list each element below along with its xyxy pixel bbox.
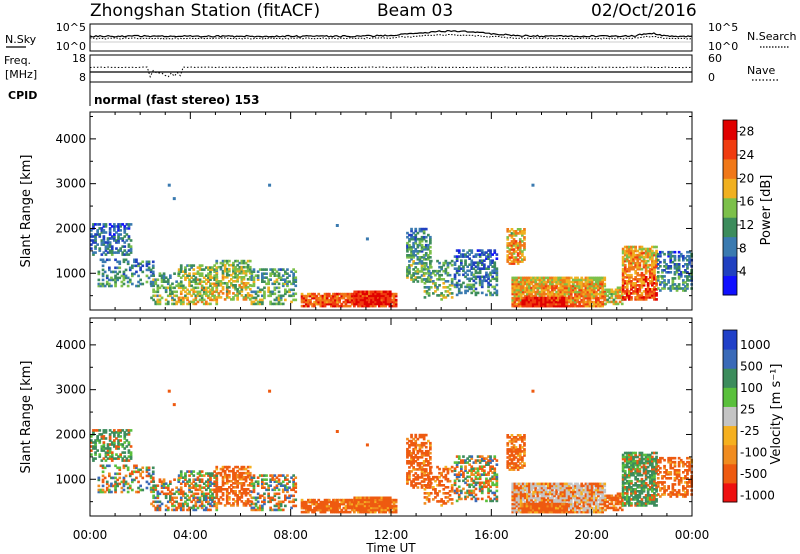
station-title: Zhongshan Station (fitACF) xyxy=(90,1,320,21)
freq-label: Freq. xyxy=(4,54,31,67)
power-colorbar-tick: 12 xyxy=(739,218,754,232)
nsearch-tick-top: 10^5 xyxy=(708,21,738,34)
velocity-ylabel: Slant Range [km] xyxy=(19,361,34,474)
power-ylabel: Slant Range [km] xyxy=(19,155,34,268)
power-ytick-label: 4000 xyxy=(55,132,86,146)
power-panel: 1000 2000 3000 4000 Slant Range [km] xyxy=(19,111,693,311)
velocity-colorbar-tick: 1000 xyxy=(740,338,771,352)
velocity-ytick-label: 2000 xyxy=(55,427,86,441)
power-colorbar-tick: 20 xyxy=(739,171,754,185)
power-colorbar: 4 8 12 16 20 24 28 Power [dB] xyxy=(722,119,774,296)
nsearch-tick-bottom: 10^0 xyxy=(708,40,738,53)
nave-series xyxy=(89,66,693,79)
x-axis: 00:00 04:00 08:00 12:00 16:00 20:00 00:00 xyxy=(73,528,710,542)
nsearch-series xyxy=(89,34,693,40)
beam-title: Beam 03 xyxy=(377,1,453,21)
nsky-label: N.Sky xyxy=(5,33,37,46)
velocity-ytick-label: 4000 xyxy=(55,338,86,352)
power-ytick-label: 2000 xyxy=(55,221,86,235)
x-tick-label: 04:00 xyxy=(173,528,208,542)
nave-tick-bottom: 0 xyxy=(708,71,715,84)
nsearch-label: N.Search xyxy=(747,30,797,43)
power-colorbar-label: Power [dB] xyxy=(759,175,774,246)
nave-tick-top: 60 xyxy=(708,52,722,65)
nsky-tick-bottom: 10^0 xyxy=(56,40,86,53)
power-ytick-label: 3000 xyxy=(55,177,86,191)
x-tick-label: 16:00 xyxy=(474,528,509,542)
x-axis-label: Time UT xyxy=(365,541,416,554)
x-tick-label: 00:00 xyxy=(73,528,108,542)
nsky-tick-top: 10^5 xyxy=(56,21,86,34)
x-tick-label: 12:00 xyxy=(374,528,409,542)
velocity-colorbar-tick: -25 xyxy=(740,424,760,438)
power-colorbar-tick: 4 xyxy=(739,265,747,279)
power-colorbar-tick: 24 xyxy=(739,148,754,162)
x-tick-label: 08:00 xyxy=(273,528,308,542)
cpid-strip: CPID normal (fast stereo) 153 xyxy=(8,82,260,107)
power-ytick-label: 1000 xyxy=(55,266,86,280)
freq-panel: Freq. [MHz] 18 8 60 0 Nave xyxy=(4,52,778,84)
nsky-panel: N.Sky 10^5 10^0 10^5 10^0 N.Search xyxy=(5,21,797,53)
velocity-colorbar-tick: 500 xyxy=(740,359,763,373)
freq-unit-label: [MHz] xyxy=(5,68,37,81)
velocity-colorbar-label: Velocity [m s⁻¹] xyxy=(769,364,784,465)
velocity-colorbar-tick: -100 xyxy=(740,445,767,459)
x-tick-label: 20:00 xyxy=(574,528,609,542)
freq-tick-bottom: 8 xyxy=(79,71,86,84)
cpid-label: CPID xyxy=(8,89,37,102)
freq-tick-top: 18 xyxy=(72,52,86,65)
nave-label: Nave xyxy=(747,64,775,77)
power-data-cells xyxy=(90,183,693,308)
date-title: 02/Oct/2016 xyxy=(591,1,697,21)
power-colorbar-tick: 16 xyxy=(739,195,754,209)
velocity-ytick-label: 1000 xyxy=(55,472,86,486)
velocity-data-cells xyxy=(90,389,693,514)
velocity-colorbar-tick: 100 xyxy=(740,381,763,395)
velocity-ytick-label: 3000 xyxy=(55,383,86,397)
velocity-colorbar-tick: -1000 xyxy=(740,488,775,502)
velocity-colorbar-tick: 25 xyxy=(740,402,755,416)
velocity-colorbar: 1000 500 100 25 -25 -100 -500 -1000 Velocity [m… xyxy=(722,329,784,503)
x-tick-label: 00:00 xyxy=(675,528,710,542)
velocity-colorbar-tick: -500 xyxy=(740,467,767,481)
cpid-text: normal (fast stereo) 153 xyxy=(94,93,260,107)
power-colorbar-tick: 28 xyxy=(739,125,754,139)
power-colorbar-tick: 8 xyxy=(739,241,747,255)
nsky-series xyxy=(89,29,693,38)
velocity-panel: 1000 2000 3000 4000 Slant Range [km] xyxy=(19,317,693,517)
